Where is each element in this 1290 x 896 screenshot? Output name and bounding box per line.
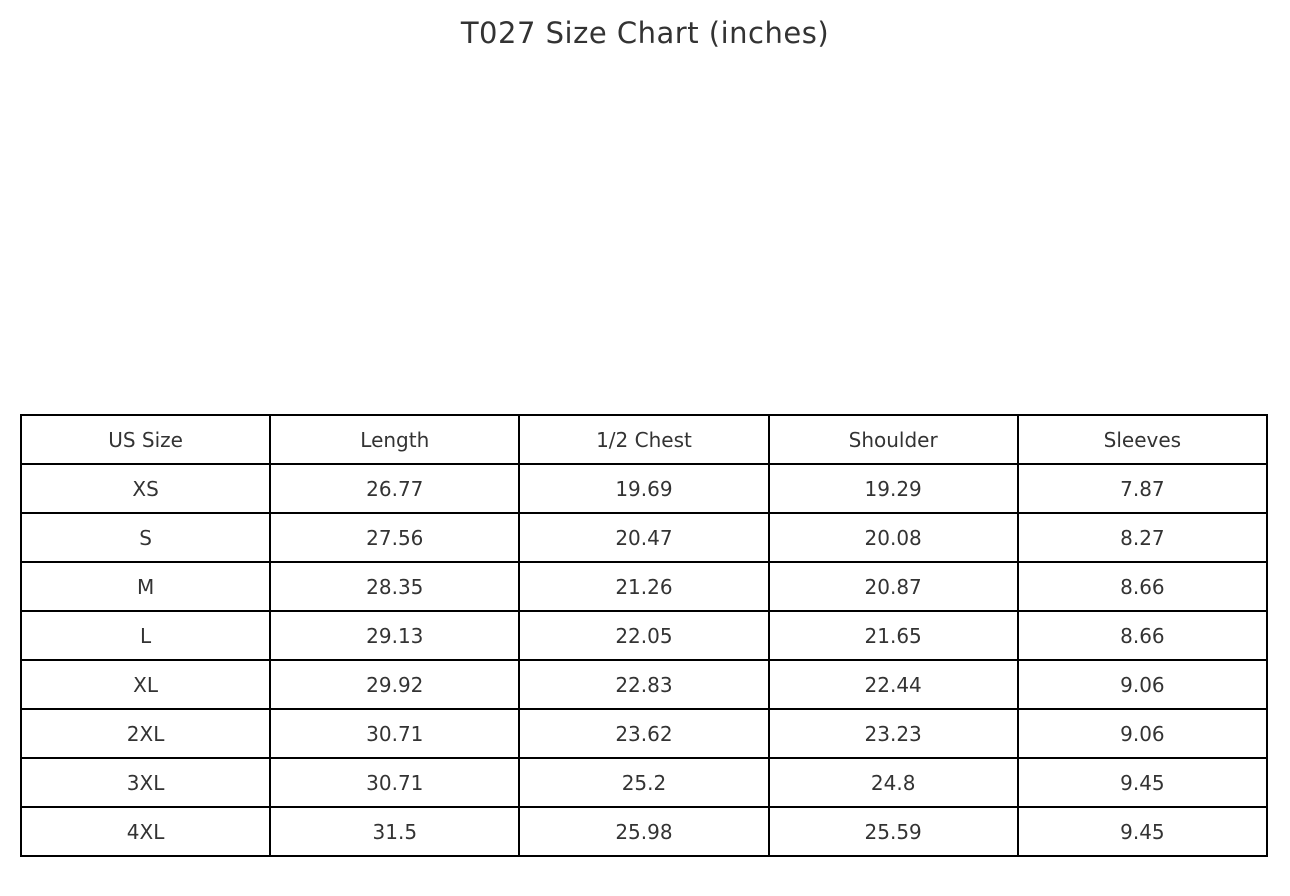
- table-cell: 29.92: [269, 659, 521, 710]
- table-cell: 3XL: [19, 757, 272, 808]
- column-header: 1/2 Chest: [518, 414, 770, 465]
- table-cell: 19.29: [767, 463, 1019, 514]
- table-cell: 9.45: [1016, 757, 1269, 808]
- table-row: 2XL 30.71 23.62 23.23 9.06: [19, 708, 1269, 759]
- table-cell: 9.06: [1016, 659, 1269, 710]
- table-cell: 25.98: [518, 806, 770, 857]
- table-cell: 25.2: [518, 757, 770, 808]
- table-cell: 22.44: [767, 659, 1019, 710]
- table-row: XL 29.92 22.83 22.44 9.06: [19, 659, 1269, 710]
- table-cell: 8.66: [1016, 561, 1269, 612]
- table-cell: 8.27: [1016, 512, 1269, 563]
- table-cell: 23.62: [518, 708, 770, 759]
- table-row: XS 26.77 19.69 19.29 7.87: [19, 463, 1269, 514]
- table-cell: 22.83: [518, 659, 770, 710]
- table-cell: 23.23: [767, 708, 1019, 759]
- table-cell: 7.87: [1016, 463, 1269, 514]
- table-header: US Size Length 1/2 Chest Shoulder Sleeves: [19, 414, 1269, 465]
- table-row: L 29.13 22.05 21.65 8.66: [19, 610, 1269, 661]
- table-cell: 28.35: [269, 561, 521, 612]
- table-cell: 30.71: [269, 708, 521, 759]
- table-cell: 30.71: [269, 757, 521, 808]
- column-header: US Size: [19, 414, 272, 465]
- table-cell: L: [19, 610, 272, 661]
- table-cell: 21.65: [767, 610, 1019, 661]
- table-cell: 20.87: [767, 561, 1019, 612]
- table-cell: 25.59: [767, 806, 1019, 857]
- table-cell: 31.5: [269, 806, 521, 857]
- table-cell: 2XL: [19, 708, 272, 759]
- table-cell: 4XL: [19, 806, 272, 857]
- table-cell: 29.13: [269, 610, 521, 661]
- size-chart-table-container: US Size Length 1/2 Chest Shoulder Sleeves XS…: [19, 414, 1269, 857]
- table-cell: M: [19, 561, 272, 612]
- size-chart-table: US Size Length 1/2 Chest Shoulder Sleeves XS…: [19, 414, 1269, 857]
- table-cell: 22.05: [518, 610, 770, 661]
- table-cell: 26.77: [269, 463, 521, 514]
- table-cell: 20.47: [518, 512, 770, 563]
- table-row: S 27.56 20.47 20.08 8.27: [19, 512, 1269, 563]
- table-cell: 19.69: [518, 463, 770, 514]
- table-cell: 8.66: [1016, 610, 1269, 661]
- table-cell: 27.56: [269, 512, 521, 563]
- column-header: Shoulder: [767, 414, 1019, 465]
- table-body: XS 26.77 19.69 19.29 7.87 S 27.56 20.47 20.08 8.2…: [19, 463, 1269, 857]
- chart-title: T027 Size Chart (inches): [460, 16, 830, 50]
- table-cell: 24.8: [767, 757, 1019, 808]
- table-row: M 28.35 21.26 20.87 8.66: [19, 561, 1269, 612]
- table-row: 4XL 31.5 25.98 25.59 9.45: [19, 806, 1269, 857]
- table-cell: XL: [19, 659, 272, 710]
- header-row: US Size Length 1/2 Chest Shoulder Sleeves: [19, 414, 1269, 465]
- table-cell: 9.06: [1016, 708, 1269, 759]
- table-cell: XS: [19, 463, 272, 514]
- column-header: Length: [269, 414, 521, 465]
- column-header: Sleeves: [1016, 414, 1269, 465]
- table-cell: 9.45: [1016, 806, 1269, 857]
- table-cell: 20.08: [767, 512, 1019, 563]
- table-cell: 21.26: [518, 561, 770, 612]
- table-cell: S: [19, 512, 272, 563]
- table-row: 3XL 30.71 25.2 24.8 9.45: [19, 757, 1269, 808]
